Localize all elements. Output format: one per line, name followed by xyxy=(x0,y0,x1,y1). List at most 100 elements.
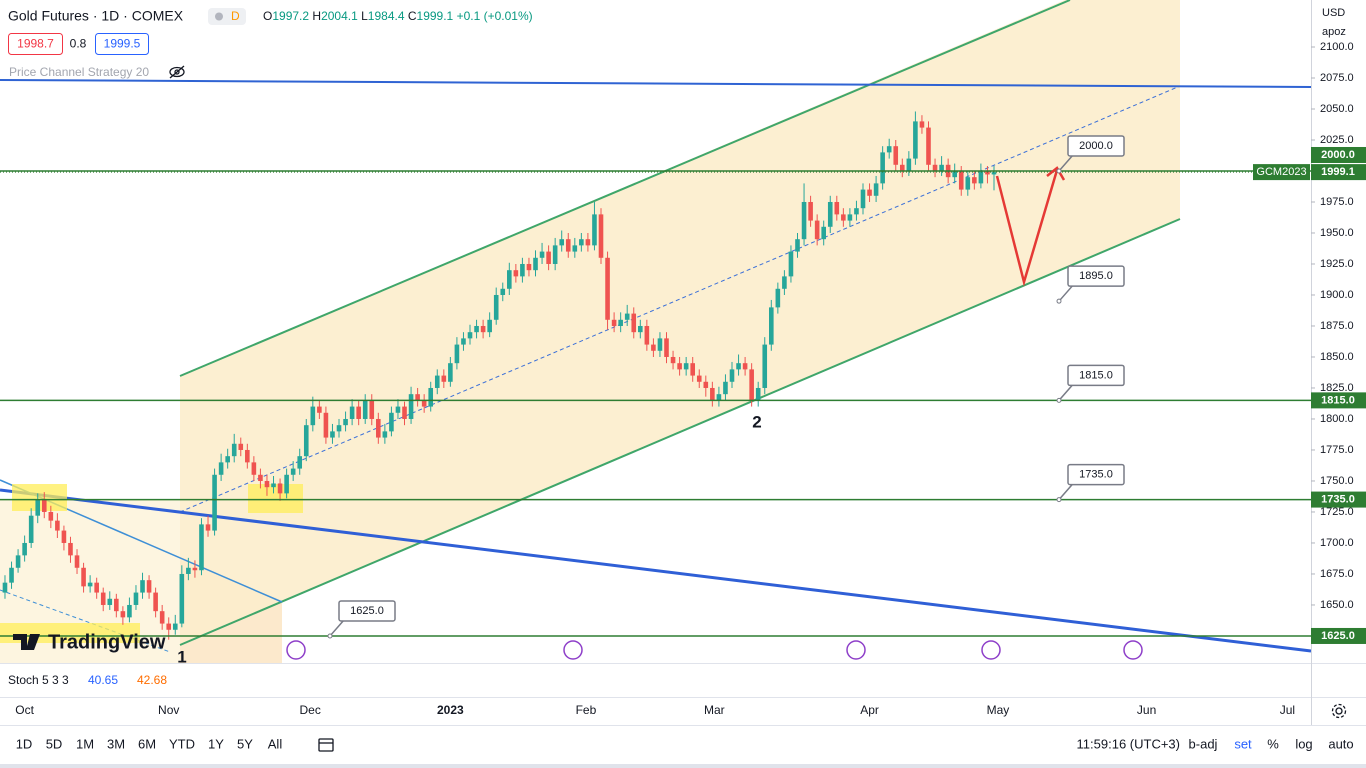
y-tick-label: 1825.0 xyxy=(1320,382,1354,394)
bid-box[interactable] xyxy=(8,33,63,55)
currency[interactable]: USD xyxy=(1322,7,1345,19)
calendar-icon[interactable] xyxy=(318,738,334,752)
candle-body xyxy=(454,344,460,364)
scale-option[interactable]: b-adj xyxy=(1189,736,1218,751)
forecast-arrow xyxy=(995,166,1066,287)
candle-body xyxy=(231,443,237,457)
ohlc-value: 2004.1 xyxy=(321,9,358,23)
candle-body xyxy=(972,177,977,184)
callout-pointer xyxy=(329,619,345,637)
scale-option[interactable]: % xyxy=(1267,736,1279,751)
callout-anchor xyxy=(1056,397,1062,403)
candle-body xyxy=(723,381,728,395)
range-button[interactable]: 5Y xyxy=(237,736,253,751)
candle-body xyxy=(507,270,512,289)
range-button[interactable]: 1D xyxy=(16,736,33,751)
scale-option[interactable]: auto xyxy=(1328,736,1353,751)
clock: 11:59:16 (UTC+3) xyxy=(1077,736,1180,751)
candle-body xyxy=(461,338,466,345)
candle-body xyxy=(205,524,211,531)
candle-body xyxy=(526,263,532,271)
candle-body xyxy=(218,462,224,475)
candle-body xyxy=(310,406,316,426)
level-axis-box xyxy=(1311,392,1366,409)
candle-body xyxy=(199,524,204,571)
trend-line-blue xyxy=(0,488,1312,653)
candle-body xyxy=(415,394,420,401)
candle-body xyxy=(146,580,152,593)
scale-option[interactable]: log xyxy=(1295,736,1312,751)
range-button[interactable]: 5D xyxy=(46,736,63,751)
channel-mid xyxy=(179,85,1181,513)
candle-body xyxy=(670,356,676,364)
y-tick-label: 1800.0 xyxy=(1320,413,1354,425)
candle-body xyxy=(565,239,571,252)
candle-body xyxy=(834,201,840,215)
ohlc-key: O xyxy=(263,9,272,23)
ohlc: O1997.2 H2004.1 L1984.4 C1999.1 +0.1 (+0… xyxy=(263,9,533,23)
range-button[interactable]: 1M xyxy=(76,736,94,751)
candle-body xyxy=(742,363,748,370)
eye-icon[interactable] xyxy=(169,65,185,79)
candle-body xyxy=(330,431,335,438)
range-button[interactable]: 3M xyxy=(107,736,125,751)
candle-body xyxy=(74,555,80,568)
level-axis-box xyxy=(1311,491,1366,508)
x-tick-label: Oct xyxy=(15,703,34,717)
candle-body xyxy=(87,582,93,587)
candle-body xyxy=(402,406,407,419)
candle-body xyxy=(323,412,329,438)
candle-body xyxy=(493,294,499,320)
candle-body xyxy=(867,189,872,196)
range-button[interactable]: 1Y xyxy=(208,736,224,751)
candle-body xyxy=(500,288,506,295)
candle-body xyxy=(664,338,669,357)
candle-body xyxy=(114,598,119,612)
range-button[interactable]: All xyxy=(268,736,283,751)
range-button[interactable]: 6M xyxy=(138,736,156,751)
x-tick-label: Jun xyxy=(1137,703,1156,717)
x-tick-label: 2023 xyxy=(437,703,464,717)
candle-body xyxy=(755,387,761,401)
candle-body xyxy=(362,400,368,419)
candle-body xyxy=(153,592,158,612)
scale-option[interactable]: set xyxy=(1234,736,1252,751)
x-tick-label: Feb xyxy=(576,703,597,717)
ohlc-value: 1984.4 xyxy=(368,9,405,23)
candle-body xyxy=(579,239,584,246)
candle-body xyxy=(768,307,774,345)
candle-body xyxy=(192,567,198,571)
candle-body xyxy=(22,542,27,556)
candle-body xyxy=(886,146,892,153)
level-axis-label: 1815.0 xyxy=(1321,394,1355,406)
candle-body xyxy=(41,499,47,512)
range-button[interactable]: YTD xyxy=(169,736,195,751)
callout-anchor xyxy=(327,633,333,639)
candle-body xyxy=(421,400,427,407)
candle-body xyxy=(434,375,440,388)
ask-box[interactable] xyxy=(95,33,149,55)
event-icon[interactable] xyxy=(981,640,1001,660)
last-price-label: 1999.1 xyxy=(1321,166,1355,178)
event-icon[interactable] xyxy=(563,640,583,660)
candle-body xyxy=(932,164,938,171)
candle-body xyxy=(978,170,984,184)
level-axis-box xyxy=(1311,146,1366,163)
candle-body xyxy=(94,582,99,593)
indicator-name: Price Channel Strategy 20 xyxy=(9,65,149,79)
candle-body xyxy=(2,582,8,593)
candle-body xyxy=(133,592,139,605)
channel-upper xyxy=(179,0,1071,377)
event-icon[interactable] xyxy=(846,640,866,660)
candle-body xyxy=(166,623,172,630)
event-icon[interactable] xyxy=(1123,640,1143,660)
settings-icon[interactable] xyxy=(1331,703,1347,719)
candle-body xyxy=(81,567,86,587)
candle-body xyxy=(28,515,34,543)
scale-mode[interactable]: apoz xyxy=(1322,26,1346,38)
candle-body xyxy=(958,170,964,190)
candles xyxy=(2,111,997,640)
event-icon[interactable] xyxy=(286,640,306,660)
candle-body xyxy=(172,623,178,630)
candle-body xyxy=(303,425,309,457)
